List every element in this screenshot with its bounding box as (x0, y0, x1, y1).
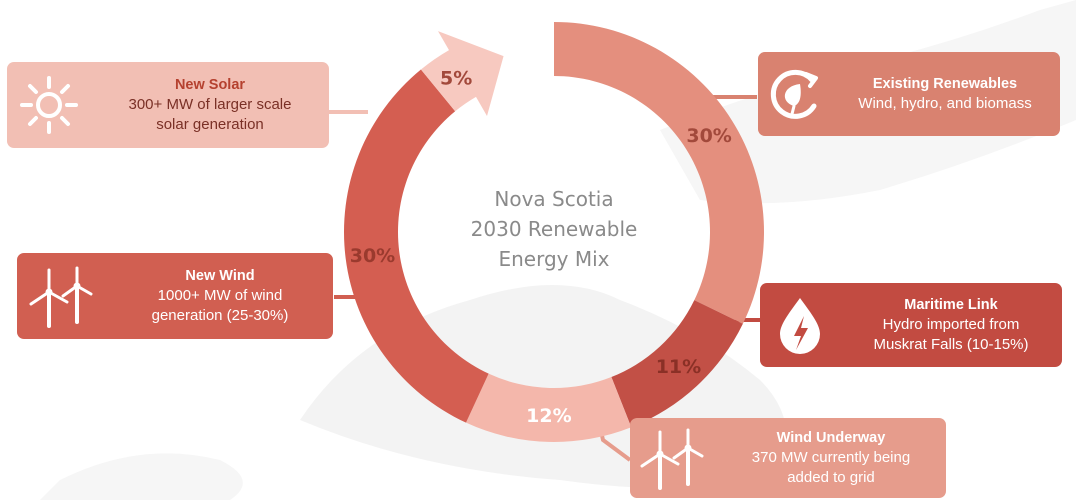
center-title-line-3: Energy Mix (498, 247, 609, 271)
card-maritime-desc-line-1: Hydro imported from (882, 316, 1020, 333)
wind-turbines-icon (17, 253, 107, 339)
donut-slice-wind-underway (466, 373, 632, 442)
card-existing-title: Existing Renewables (872, 76, 1018, 92)
donut-slice-maritime-link (611, 300, 743, 428)
card-new-solar: New Solar 300+ MW of larger scale solar … (7, 62, 329, 148)
card-new-solar-title: New Solar (174, 77, 246, 93)
card-existing-renewables: Existing Renewables Wind, hydro, and bio… (758, 52, 1060, 136)
sun-icon (7, 62, 91, 148)
water-drop-lightning-icon (760, 283, 840, 367)
slice-label-new-solar: 5% (440, 67, 472, 89)
card-existing-desc-line-1: Wind, hydro, and biomass (858, 95, 1032, 112)
donut-slice-new-wind (344, 69, 489, 423)
donut-slice-new-solar (420, 31, 504, 116)
slice-label-existing-renewables: 30% (686, 125, 731, 147)
card-maritime-text: Maritime Link Hydro imported from Muskra… (840, 295, 1062, 355)
center-title-line-2: 2030 Renewable (471, 217, 638, 241)
card-wind-underway: Wind Underway 370 MW currently being add… (630, 418, 946, 498)
card-new-wind-desc-line-1: 1000+ MW of wind (157, 287, 283, 304)
slice-labels: 30% 11% 12% 30% 5% (350, 67, 732, 427)
donut-slices (344, 22, 764, 442)
card-new-wind: New Wind 1000+ MW of wind generation (25… (17, 253, 333, 339)
renewable-leaf-plug-icon (758, 52, 830, 136)
card-new-solar-desc-line-2: solar generation (156, 116, 264, 133)
card-new-wind-title: New Wind (185, 268, 255, 284)
card-maritime-title: Maritime Link (904, 297, 998, 313)
card-existing-text: Existing Renewables Wind, hydro, and bio… (830, 74, 1060, 114)
wind-turbines-icon (630, 418, 716, 498)
donut-slice-existing-renewables (554, 22, 764, 324)
card-new-solar-text: New Solar 300+ MW of larger scale solar … (91, 75, 329, 135)
slice-label-maritime-link: 11% (656, 356, 701, 378)
slice-label-wind-underway: 12% (526, 405, 571, 427)
card-new-wind-text: New Wind 1000+ MW of wind generation (25… (107, 266, 333, 326)
center-title-line-1: Nova Scotia (494, 187, 613, 211)
card-wind-underway-desc-line-1: 370 MW currently being (751, 449, 911, 466)
card-wind-underway-text: Wind Underway 370 MW currently being add… (716, 428, 946, 488)
card-maritime-desc-line-2: Muskrat Falls (10-15%) (873, 336, 1029, 353)
card-new-solar-desc-line-1: 300+ MW of larger scale (128, 96, 292, 113)
card-maritime-link: Maritime Link Hydro imported from Muskra… (760, 283, 1062, 367)
card-new-wind-desc-line-2: generation (25-30%) (151, 307, 289, 324)
card-wind-underway-title: Wind Underway (776, 430, 886, 446)
card-wind-underway-desc-line-2: added to grid (787, 469, 875, 486)
slice-label-new-wind: 30% (350, 245, 395, 267)
